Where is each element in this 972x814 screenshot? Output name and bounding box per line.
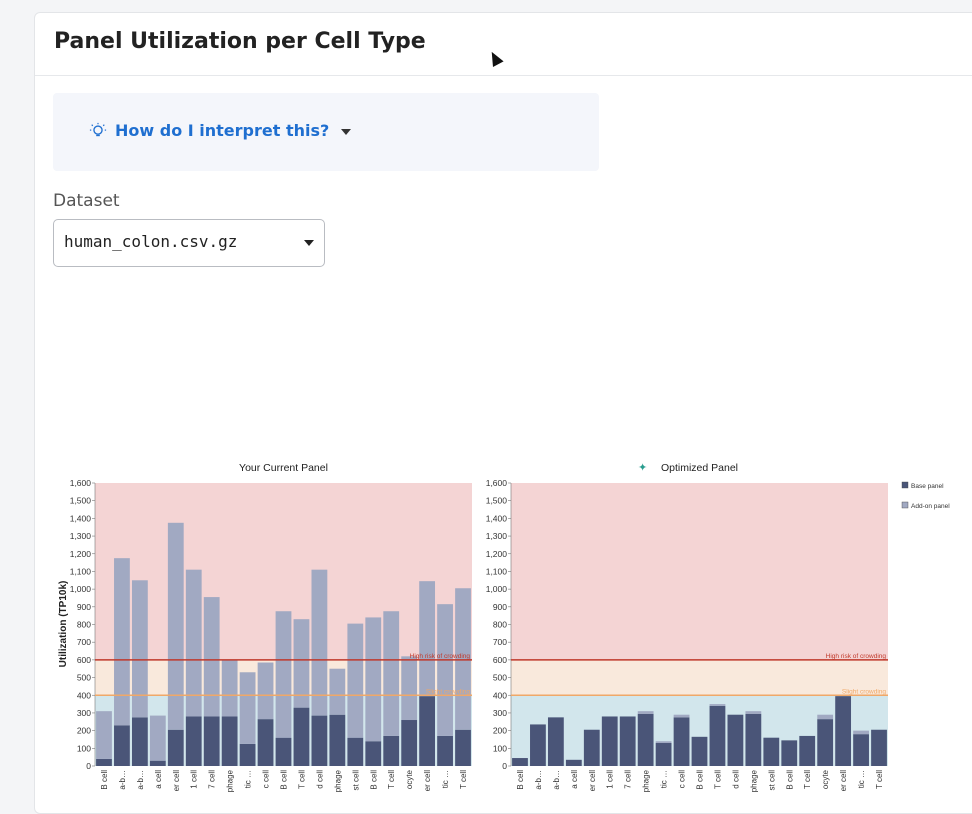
page-title: Panel Utilization per Cell Type [54, 29, 426, 54]
interpret-panel: How do I interpret this? [53, 93, 599, 171]
dataset-select[interactable]: human_colon.csv.gz [53, 219, 325, 267]
lightbulb-icon [89, 122, 107, 136]
panel-utilization-card: Panel Utilization per Cell Type How do I… [34, 12, 972, 814]
chevron-down-icon [341, 128, 352, 135]
interpret-toggle[interactable]: How do I interpret this? [89, 121, 352, 140]
dataset-label: Dataset [53, 191, 120, 211]
interpret-label: How do I interpret this? [115, 121, 330, 140]
card-header: Panel Utilization per Cell Type [35, 13, 972, 76]
chevron-down-icon [304, 240, 314, 246]
mouse-cursor-icon [486, 49, 504, 67]
dataset-value: human_colon.csv.gz [64, 232, 238, 251]
